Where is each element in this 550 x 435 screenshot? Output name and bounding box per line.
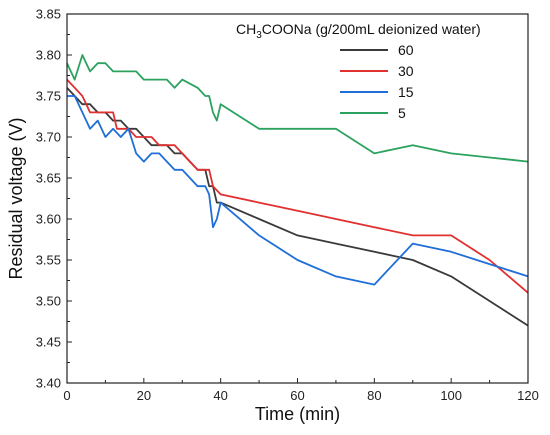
legend-label-15: 15 (398, 84, 414, 100)
x-tick-label: 100 (440, 388, 462, 403)
legend: CH3COONa (g/200mL deionized water) 60 30 1… (236, 21, 481, 121)
y-tick-label: 3.45 (36, 335, 61, 350)
y-tick-label: 3.70 (36, 130, 61, 145)
x-tick-label: 40 (213, 388, 227, 403)
x-axis-label: Time (min) (255, 404, 340, 424)
y-tick-label: 3.50 (36, 294, 61, 309)
series-layer (66, 54, 529, 327)
y-tick-label: 3.65 (36, 171, 61, 186)
y-tick-label: 3.40 (36, 376, 61, 391)
legend-title-mid: COONa (262, 21, 312, 37)
y-tick-label: 3.55 (36, 253, 61, 268)
x-tick-label: 60 (290, 388, 304, 403)
y-tick-label: 3.85 (36, 7, 61, 22)
legend-title: CH3COONa (g/200mL deionized water) (236, 21, 481, 41)
ticks-layer: 0 20 40 60 80 100 120 3.40 3.45 3.50 3.55 3.60 3.65 3… (36, 7, 539, 404)
y-tick-label: 3.75 (36, 89, 61, 104)
y-axis-label: Residual voltage (V) (6, 117, 26, 279)
legend-label-60: 60 (398, 42, 414, 58)
series-line-5 (66, 54, 529, 163)
legend-label-5: 5 (398, 105, 406, 121)
legend-title-prefix: CH (236, 21, 256, 37)
legend-title-subscript: 3 (256, 30, 262, 41)
x-tick-label: 20 (137, 388, 151, 403)
x-tick-label: 80 (367, 388, 381, 403)
x-tick-label: 120 (517, 388, 539, 403)
y-tick-label: 3.60 (36, 212, 61, 227)
plot-frame (66, 13, 529, 384)
y-tick-label: 3.80 (36, 48, 61, 63)
x-tick-label: 0 (63, 388, 70, 403)
legend-label-30: 30 (398, 63, 414, 79)
legend-title-suffix: (g/200mL deionized water) (312, 21, 481, 37)
series-line-30 (66, 78, 529, 294)
series-line-60 (66, 87, 529, 327)
series-line-15 (67, 95, 529, 286)
